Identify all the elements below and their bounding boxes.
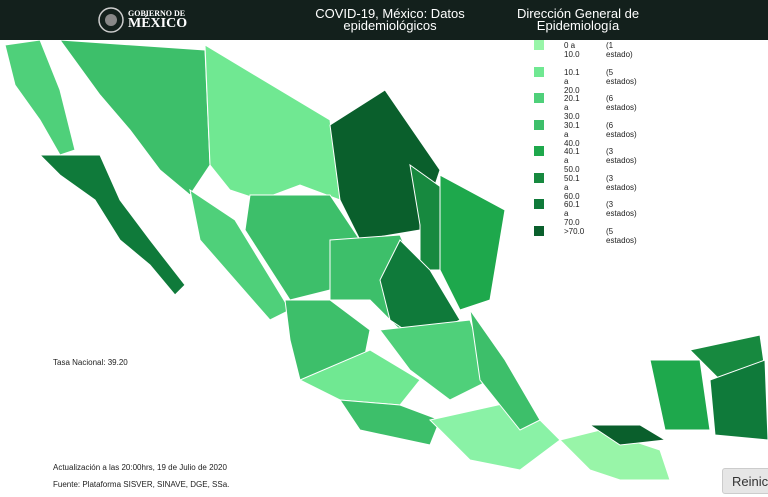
legend-swatch [534,40,544,50]
legend-range: 40.1 a 50.0 [564,147,580,174]
state[interactable] [298,349,421,406]
legend-count: (6 estados) [606,120,637,139]
state[interactable] [709,359,768,441]
state[interactable] [469,309,541,431]
legend-count: (6 estados) [606,94,637,112]
legend-swatch [534,199,544,209]
state[interactable] [588,424,667,446]
reset-button[interactable]: Reinic [722,468,768,494]
state[interactable] [4,40,76,156]
legend-range: 0 a 10.0 [564,41,580,59]
legend-range: 20.1 a 30.0 [564,94,580,121]
source-note: Fuente: Plataforma SISVER, SINAVE, DGE, … [53,480,230,489]
state[interactable] [204,44,341,201]
legend-range: 60.1 a 70.0 [564,200,580,227]
legend-range: 10.1 a 20.0 [564,67,580,95]
legend-range: 50.1 a 60.0 [564,173,580,201]
legend-range: 30.1 a 40.0 [564,120,580,148]
legend-count: (3 estados) [606,173,637,192]
state[interactable] [649,359,711,431]
state[interactable] [38,154,186,296]
state[interactable] [429,399,561,471]
national-rate: Tasa Nacional: 39.20 [53,358,128,367]
logo-top: GOBIERNO DE [128,9,186,18]
legend-count: (3 estados) [606,147,637,165]
header-title: COVID-19, México: Datos epidemiológicos [315,6,465,33]
legend-count: (3 estados) [606,200,637,218]
logo-emblem [98,7,124,33]
state[interactable] [339,399,441,446]
update-note: Actualización a las 20:00hrs, 19 de Juli… [53,463,227,472]
legend-count: (5 estados) [606,226,637,245]
legend-range: >70.0 [564,226,585,236]
legend-swatch [534,225,544,236]
choropleth-map [4,40,768,481]
legend-count: (5 estados) [606,67,637,86]
logo-bottom: MÉXICO [128,16,188,31]
state[interactable] [189,188,291,321]
legend-swatch [534,66,544,77]
header-agency: Dirección General de Epidemiología [516,6,640,33]
legend-swatch [534,146,544,156]
legend-swatch [534,93,544,103]
legend-swatch [534,172,544,183]
state[interactable] [379,319,491,401]
state[interactable] [439,174,506,311]
header: GOBIERNO DE MÉXICO COVID-19, México: Dat… [0,0,768,40]
legend-swatch [534,119,544,130]
legend-count: (1 estado) [606,41,633,59]
